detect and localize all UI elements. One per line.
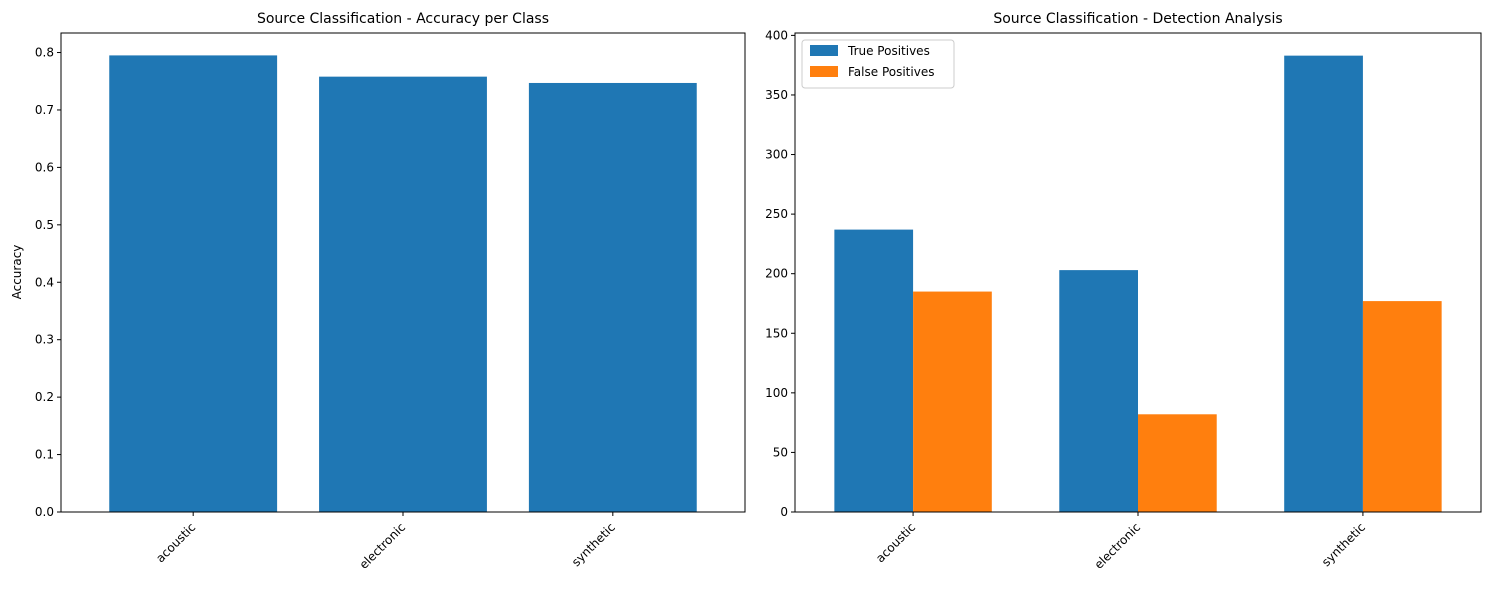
detection-x-ticks: acoustic electronic synthetic — [873, 512, 1368, 572]
accuracy-y-tick-label: 0.3 — [35, 333, 54, 347]
detection-x-tick-label-acoustic: acoustic — [873, 520, 918, 565]
detection-y-tick-label: 200 — [765, 267, 788, 281]
detection-chart-title: Source Classification - Detection Analys… — [993, 11, 1282, 27]
accuracy-x-tick-label-synthetic: synthetic — [569, 520, 618, 569]
accuracy-y-ticks: 0.0 0.1 0.2 0.3 0.4 0.5 0.6 0.7 0.8 — [35, 46, 61, 519]
legend-label-true-positives: True Positives — [847, 44, 930, 58]
accuracy-x-tick-label-acoustic: acoustic — [153, 520, 198, 565]
accuracy-y-tick-label: 0.8 — [35, 46, 54, 60]
accuracy-x-tick-label-electronic: electronic — [357, 520, 409, 572]
detection-y-tick-label: 100 — [765, 386, 788, 400]
accuracy-bar-synthetic — [528, 82, 697, 513]
detection-y-tick-label: 0 — [780, 505, 788, 519]
detection-bar-true-positives-acoustic — [834, 229, 914, 512]
detection-bars — [834, 55, 1442, 512]
accuracy-x-ticks: acoustic electronic synthetic — [153, 512, 618, 572]
accuracy-y-tick-label: 0.1 — [35, 448, 54, 462]
accuracy-plot-frame — [60, 32, 746, 513]
accuracy-y-tick-label: 0.5 — [35, 218, 54, 232]
detection-bar-false-positives-synthetic — [1362, 301, 1442, 512]
detection-bar-false-positives-acoustic — [913, 291, 992, 512]
legend-swatch-false-positives — [810, 66, 838, 77]
detection-legend: True Positives False Positives — [801, 39, 955, 89]
accuracy-y-tick-label: 0.6 — [35, 160, 54, 174]
accuracy-y-tick-label: 0.4 — [35, 275, 54, 289]
accuracy-y-axis-label: Accuracy — [10, 245, 24, 300]
legend-swatch-true-positives — [810, 45, 838, 56]
accuracy-bar-electronic — [319, 76, 487, 513]
detection-y-tick-label: 150 — [765, 326, 788, 340]
detection-y-ticks: 0 50 100 150 200 250 300 350 400 — [765, 28, 795, 519]
detection-y-tick-label: 400 — [765, 28, 788, 42]
accuracy-bars — [109, 55, 697, 513]
accuracy-bar-acoustic — [109, 55, 278, 512]
detection-y-tick-label: 250 — [765, 207, 788, 221]
detection-bar-true-positives-synthetic — [1284, 55, 1363, 512]
accuracy-y-tick-label: 0.2 — [35, 390, 54, 404]
detection-plot-frame — [794, 32, 1482, 513]
accuracy-chart: Source Classification - Accuracy per Cla… — [10, 11, 746, 572]
detection-x-tick-label-electronic: electronic — [1092, 520, 1144, 572]
legend-label-false-positives: False Positives — [848, 65, 934, 79]
accuracy-y-tick-label: 0.0 — [35, 505, 54, 519]
detection-chart: Source Classification - Detection Analys… — [765, 11, 1482, 572]
accuracy-chart-title: Source Classification - Accuracy per Cla… — [257, 11, 549, 27]
legend-box — [801, 39, 955, 89]
detection-x-tick-label-synthetic: synthetic — [1319, 520, 1368, 569]
detection-bar-true-positives-electronic — [1059, 270, 1138, 512]
detection-y-tick-label: 350 — [765, 88, 788, 102]
detection-y-tick-label: 50 — [773, 445, 788, 459]
accuracy-y-tick-label: 0.7 — [35, 103, 54, 117]
detection-bar-false-positives-electronic — [1138, 414, 1217, 512]
detection-y-tick-label: 300 — [765, 148, 788, 162]
